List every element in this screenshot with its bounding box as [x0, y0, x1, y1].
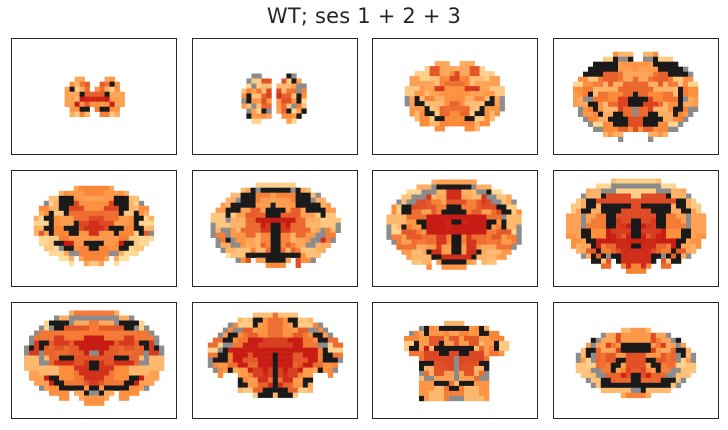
heatmap-cells: [241, 73, 307, 124]
brain-slice-panel: [192, 170, 358, 287]
brain-slice-panel: [192, 302, 358, 419]
heatmap-cells: [566, 178, 707, 274]
heatmap-cells: [573, 51, 699, 142]
heatmap-cells: [404, 61, 505, 132]
heatmap-cells: [404, 320, 510, 402]
brain-slice-heatmap: [575, 327, 697, 399]
brain-slice-panel: [192, 38, 358, 155]
brain-slice-heatmap: [210, 182, 341, 268]
heatmap-cells: [24, 310, 165, 406]
heatmap-cells: [207, 312, 344, 398]
brain-slice-heatmap: [404, 61, 505, 132]
figure-title: WT; ses 1 + 2 + 3: [266, 4, 462, 28]
brain-slice-heatmap: [404, 320, 510, 402]
brain-slice-panel: [553, 170, 719, 287]
heatmap-cells: [575, 327, 697, 399]
brain-slice-panel: [11, 302, 177, 419]
brain-slice-panel: [11, 38, 177, 155]
brain-slice-panel: [372, 38, 538, 155]
heatmap-cells: [33, 185, 155, 267]
brain-slice-heatmap: [64, 76, 125, 117]
brain-slice-heatmap: [566, 178, 707, 274]
brain-slice-heatmap: [573, 51, 699, 142]
heatmap-cells: [210, 182, 341, 268]
brain-slice-heatmap: [24, 310, 165, 406]
brain-slice-panel: [553, 302, 719, 419]
brain-slice-heatmap: [386, 179, 522, 270]
brain-slice-panel: [11, 170, 177, 287]
brain-slice-heatmap: [207, 312, 344, 398]
brain-slice-panel: [553, 38, 719, 155]
heatmap-cells: [64, 76, 125, 117]
brain-slice-heatmap: [241, 73, 307, 124]
heatmap-cells: [386, 179, 522, 270]
brain-slice-panel: [372, 170, 538, 287]
brain-slice-heatmap: [33, 185, 155, 267]
brain-slice-panel: [372, 302, 538, 419]
